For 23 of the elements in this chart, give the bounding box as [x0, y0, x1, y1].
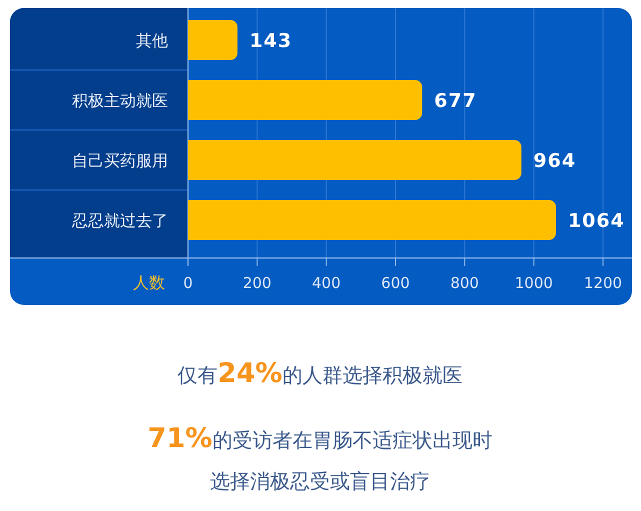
bar	[188, 20, 238, 60]
text: 71%的受访者在胃肠不适症状出现时	[148, 423, 492, 454]
x-tick-label: 0	[183, 274, 193, 292]
x-tick-label: 800	[450, 274, 479, 292]
bar	[188, 200, 556, 240]
x-tick-label: 1000	[514, 274, 553, 292]
y-tick-label: 积极主动就医	[72, 91, 168, 110]
x-tick-label: 600	[381, 274, 410, 292]
text: 仅有24%的人群选择积极就医	[178, 358, 462, 389]
text: 选择消极忍受或盲目治疗	[210, 469, 430, 493]
data-label: 677	[434, 90, 477, 112]
x-tick-label: 1200	[584, 274, 622, 292]
bar	[188, 80, 422, 120]
bar	[188, 140, 522, 180]
y-tick-label: 其他	[136, 31, 168, 50]
x-tick-label: 200	[242, 274, 272, 292]
data-label: 143	[249, 30, 292, 52]
x-tick-label: 400	[312, 274, 341, 292]
data-label: 964	[533, 150, 576, 172]
y-tick-label: 忍忍就过去了	[71, 211, 168, 230]
data-label: 1064	[568, 210, 625, 232]
x-axis-title: 人数	[133, 273, 165, 292]
y-tick-label: 自己买药服用	[72, 151, 168, 170]
